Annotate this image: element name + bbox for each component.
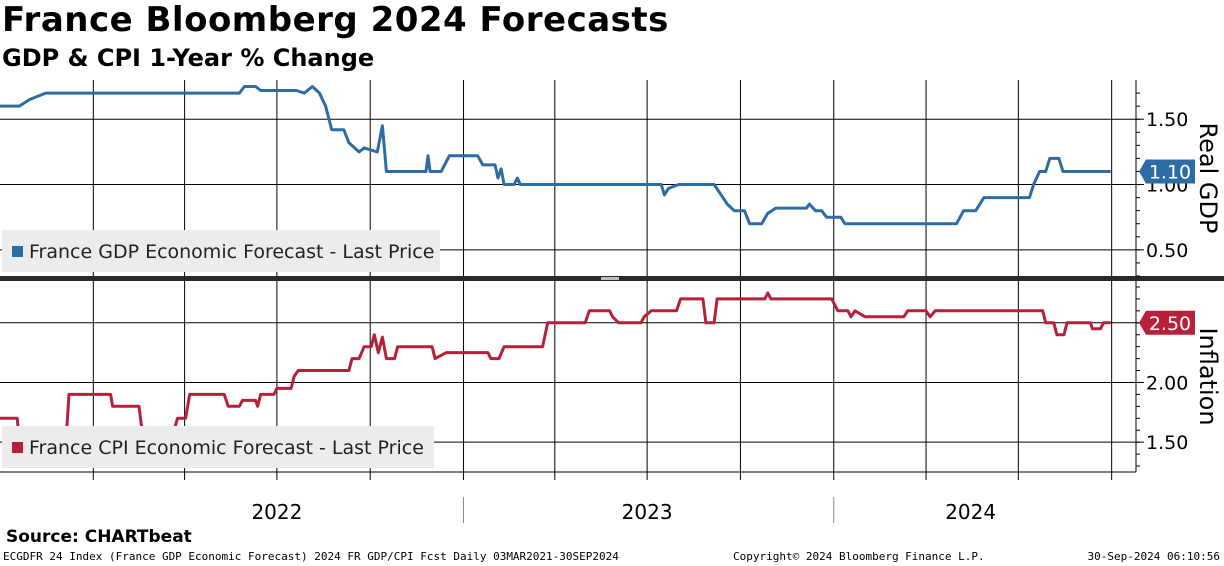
top-legend-box (2, 230, 440, 272)
top-axis-title: Real GDP (1194, 123, 1222, 234)
source-note: Source: CHARTbeat (6, 527, 192, 547)
top-legend-swatch (12, 246, 23, 257)
chart-title: France Bloomberg 2024 Forecasts (2, 0, 669, 40)
bottom-last-value-label: 2.50 (1149, 313, 1191, 335)
chart-subtitle: GDP & CPI 1-Year % Change (2, 44, 375, 72)
footer-copyright: Copyright© 2024 Bloomberg Finance L.P. (733, 550, 985, 563)
bottom-legend-swatch (12, 442, 23, 453)
top-ytick-label: 1.50 (1146, 109, 1188, 131)
top-last-value-flag (1139, 159, 1195, 184)
bottom-axis-title: Inflation (1194, 327, 1222, 425)
bottom-ytick-label: 1.50 (1146, 432, 1188, 454)
bottom-series-line (0, 291, 1111, 444)
x-tick-label-year: 2023 (622, 500, 673, 524)
x-tick-label-year: 2022 (251, 500, 302, 524)
x-tick-label-year: 2024 (945, 500, 996, 524)
bottom-ytick-label: 2.00 (1146, 372, 1188, 394)
top-ytick-label: 0.50 (1146, 240, 1188, 262)
panel-resize-handle (601, 277, 619, 280)
bottom-legend-box (2, 426, 434, 468)
bottom-last-value-flag (1139, 310, 1195, 335)
footer-timestamp: 30-Sep-2024 06:10:56 (1087, 550, 1220, 563)
top-legend-label: France GDP Economic Forecast - Last Pric… (29, 241, 434, 263)
bottom-legend-label: France CPI Economic Forecast - Last Pric… (29, 437, 424, 459)
top-series-line (0, 85, 1111, 226)
footer-index-info: ECGDFR 24 Index (France GDP Economic For… (3, 550, 619, 563)
top-last-value-label: 1.10 (1149, 161, 1191, 183)
